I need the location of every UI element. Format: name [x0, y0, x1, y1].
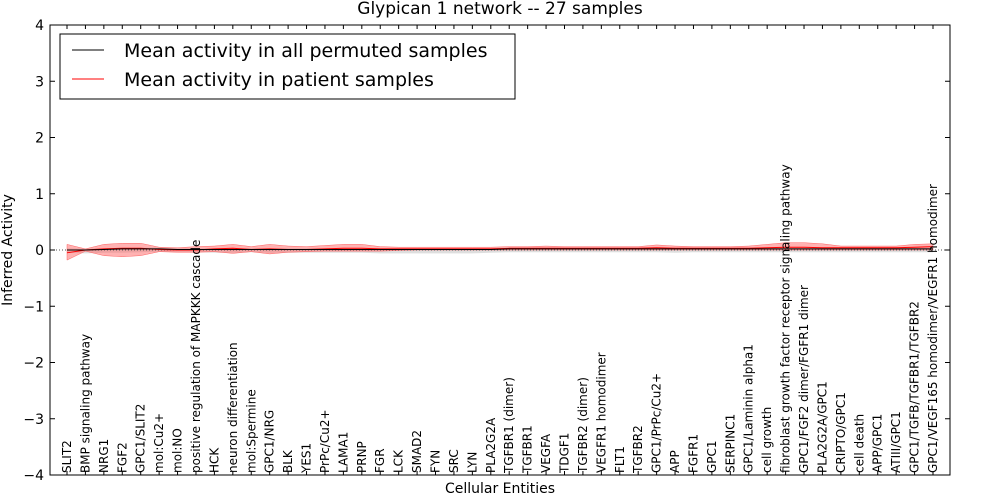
x-tick-label: LAMA1 [336, 432, 350, 473]
x-tick-label: HCK [207, 447, 221, 473]
y-tick-label: −2 [23, 356, 44, 372]
x-tick-label: TDGF1 [557, 433, 571, 474]
x-tick-label: neuron differentiation [226, 342, 240, 473]
x-tick-label: cell growth [760, 407, 774, 473]
x-tick-label: TGFBR2 [631, 425, 645, 474]
x-tick-label: BMP signaling pathway [78, 334, 92, 473]
x-tick-label: GPC1/Laminin alpha1 [742, 344, 756, 473]
x-tick-label: positive regulation of MAPKKK cascade [189, 240, 203, 473]
x-tick-label: PRNP [355, 441, 369, 473]
x-tick-label: FGR [373, 448, 387, 473]
legend-entry: Mean activity in all permuted samples [124, 40, 487, 62]
x-tick-label: TGFBR2 (dimer) [576, 377, 590, 474]
x-tick-label: GPC1/SLIT2 [134, 404, 148, 473]
x-tick-label: FGFR1 [686, 434, 700, 473]
x-tick-label: mol:Spermine [244, 389, 258, 473]
y-tick-label: −4 [23, 468, 44, 484]
x-tick-label: APP/GPC1 [871, 414, 885, 473]
legend-box [59, 33, 516, 100]
y-tick-label: 4 [35, 18, 44, 34]
chart-title: Glypican 1 network -- 27 samples [357, 0, 643, 19]
x-tick-label: SERPINC1 [723, 414, 737, 473]
y-tick-label: 0 [35, 243, 44, 259]
x-tick-label: fibroblast growth factor receptor signal… [779, 164, 793, 473]
x-tick-label: GPC1/VEGF165 homodimer/VEGFR1 homodimer [926, 184, 940, 473]
y-ticks: −4 −3 −2 −1 0 1 2 3 4 [23, 18, 950, 484]
legend-entry: Mean activity in patient samples [124, 69, 434, 91]
x-tick-label: YES1 [300, 443, 314, 474]
series-lines [66, 246, 934, 254]
x-tick-label: mol:NO [171, 428, 185, 473]
x-tick-label: GPC1/TGFB/TGFBR1/TGFBR2 [908, 301, 922, 473]
x-tick-label: APP [668, 450, 682, 473]
x-tick-label: GPC1/NRG [263, 410, 277, 473]
x-tick-label: TGFBR1 [521, 425, 535, 474]
x-tick-label: FLT1 [613, 446, 627, 473]
y-tick-label: 2 [35, 131, 44, 147]
x-tick-label: SRC [447, 449, 461, 473]
x-tick-label: GPC1 [705, 440, 719, 473]
x-tick-label: VEGFR1 homodimer [594, 352, 608, 473]
x-tick-label: VEGFA [539, 433, 553, 473]
y-tick-label: 3 [35, 74, 44, 90]
x-tick-label: TGFBR1 (dimer) [502, 377, 516, 474]
x-tick-label: FYN [429, 450, 443, 473]
x-tick-label: GPC1/FGF2 dimer/FGFR1 dimer [797, 285, 811, 473]
x-tick-label: PLA2G2A [484, 417, 498, 473]
x-tick-label: FGF2 [115, 442, 129, 473]
x-tick-label: CRIPTO/GPC1 [834, 392, 848, 473]
x-tick-label: PLA2G2A/GPC1 [815, 381, 829, 473]
x-tick-label: PrPc/Cu2+ [318, 409, 332, 473]
y-tick-label: 1 [35, 187, 44, 203]
x-tick-label: SLIT2 [60, 440, 74, 473]
y-tick-label: −3 [23, 412, 44, 428]
series-line-permuted [67, 248, 933, 251]
x-axis-label: Cellular Entities [445, 481, 555, 497]
x-tick-label: ATIII/GPC1 [889, 411, 903, 473]
y-tick-label: −1 [23, 299, 44, 315]
confidence-bands [50, 242, 950, 261]
x-tick-label: NRG1 [97, 439, 111, 473]
x-tick-label: cell death [852, 414, 866, 473]
x-tick-label: LCK [392, 449, 406, 473]
x-tick-label: mol:Cu2+ [152, 413, 166, 473]
x-tick-label: GPC1/PrPc/Cu2+ [650, 373, 664, 473]
legend: Mean activity in all permuted samples Mea… [59, 33, 516, 100]
x-tick-label: BLK [281, 449, 295, 473]
y-axis-label: Inferred Activity [0, 194, 16, 306]
x-ticks: SLIT2 BMP signaling pathway NRG1 FGF2 GPC1/S… [60, 25, 940, 475]
x-tick-label: SMAD2 [410, 430, 424, 473]
x-tick-label: LYN [465, 452, 479, 473]
